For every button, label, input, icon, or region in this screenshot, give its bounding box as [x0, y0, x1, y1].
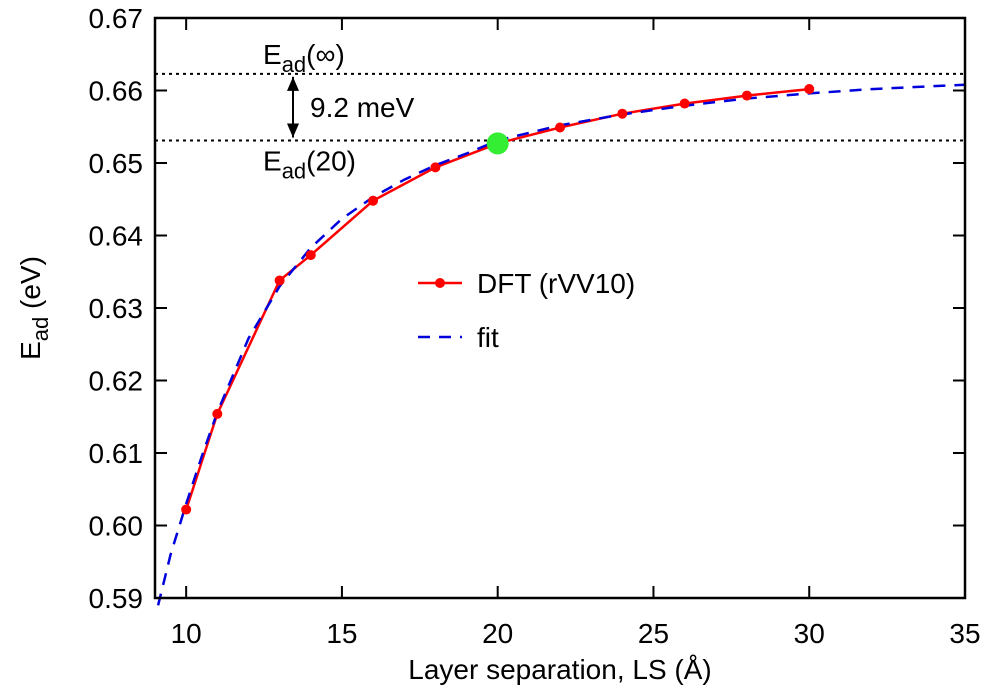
plot-frame	[153, 16, 967, 600]
y-tick-label: 0.59	[89, 583, 144, 614]
y-tick-label: 0.63	[89, 293, 144, 324]
axis-ticks: 10 15 20 25 30 35 0.59 0.60 0.61 0.62 0.63 0.64 0.65…	[89, 3, 981, 649]
dft-point	[741, 90, 752, 101]
dft-point	[804, 84, 815, 95]
dft-point	[679, 98, 690, 109]
dft-point	[274, 275, 285, 286]
dft-point	[430, 162, 441, 173]
double-arrow-icon	[287, 76, 299, 138]
series-layer	[156, 83, 966, 606]
y-tick-label: 0.67	[89, 3, 144, 34]
legend-label-fit: fit	[477, 322, 499, 353]
ref-label-einf: Ead(∞)	[263, 39, 345, 77]
legend: DFT (rVV10) fit	[418, 268, 635, 353]
y-tick-label: 0.62	[89, 366, 144, 397]
x-tick-label: 10	[171, 618, 202, 649]
y-tick-label: 0.64	[89, 221, 144, 252]
x-axis-label: Layer separation, LS (Å)	[408, 654, 712, 685]
y-tick-label: 0.65	[89, 148, 144, 179]
x-tick-label: 35	[949, 618, 980, 649]
y-tick-label: 0.61	[89, 438, 144, 469]
x-tick-label: 25	[638, 618, 669, 649]
dft-point	[555, 122, 565, 133]
x-tick-label: 15	[326, 618, 357, 649]
highlight-point	[486, 132, 509, 155]
annotations: Ead(∞) Ead(20) 9.2 meV	[263, 39, 415, 184]
legend-label-dft: DFT (rVV10)	[477, 268, 635, 299]
dft-point	[617, 108, 628, 119]
legend-marker-dft	[435, 278, 445, 288]
y-tick-label: 0.60	[89, 511, 144, 542]
dft-point	[368, 195, 379, 206]
dft-point	[305, 250, 316, 261]
legend-swatches	[418, 278, 462, 339]
ref-label-e20: Ead(20)	[263, 146, 356, 184]
dft-point	[212, 408, 223, 419]
series-line-1	[156, 83, 966, 606]
x-tick-label: 20	[482, 618, 513, 649]
y-axis-label: Ead (eV)	[15, 256, 53, 360]
gap-annotation: 9.2 meV	[310, 92, 415, 123]
reference-lines	[155, 72, 965, 142]
x-tick-label: 30	[794, 618, 825, 649]
dft-point	[181, 504, 192, 515]
y-tick-label: 0.66	[89, 76, 144, 107]
